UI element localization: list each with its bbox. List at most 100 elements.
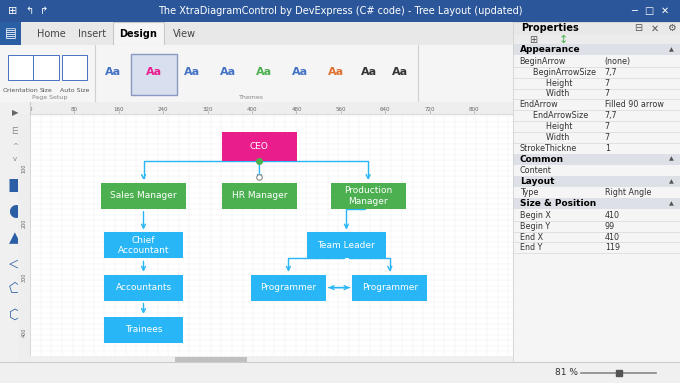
Text: Aa: Aa — [292, 67, 308, 77]
Text: Snap to items: Snap to items — [547, 55, 605, 64]
Text: Trainees: Trainees — [124, 325, 163, 334]
Text: Aa: Aa — [256, 67, 272, 77]
Text: (none): (none) — [605, 57, 631, 66]
Text: Height: Height — [537, 79, 573, 88]
Text: Team Leader: Team Leader — [318, 241, 375, 250]
Text: Insert: Insert — [78, 29, 106, 39]
Text: 100: 100 — [22, 164, 27, 173]
FancyBboxPatch shape — [0, 22, 20, 45]
Text: ☑: ☑ — [526, 67, 535, 77]
Text: 410: 410 — [605, 211, 620, 220]
FancyBboxPatch shape — [513, 154, 680, 165]
FancyBboxPatch shape — [513, 44, 680, 55]
FancyBboxPatch shape — [103, 232, 184, 259]
Text: Home: Home — [37, 29, 66, 39]
Text: ▲: ▲ — [669, 179, 674, 184]
Text: Aa: Aa — [392, 67, 408, 77]
Text: ↕: ↕ — [558, 35, 568, 45]
Text: Width: Width — [537, 90, 570, 98]
FancyBboxPatch shape — [513, 176, 680, 187]
Text: 7: 7 — [605, 122, 610, 131]
Text: Height: Height — [537, 122, 573, 131]
Text: ⊞: ⊞ — [8, 6, 18, 16]
Text: Aa: Aa — [146, 67, 162, 77]
Text: StrokeThickne: StrokeThickne — [520, 144, 577, 153]
Text: End Y: End Y — [520, 243, 542, 252]
Text: ✕: ✕ — [651, 23, 659, 33]
Text: The XtraDiagramControl by DevExpress (C# code) - Tree Layout (updated): The XtraDiagramControl by DevExpress (C#… — [158, 6, 522, 16]
Text: Programmer: Programmer — [260, 283, 316, 292]
Text: Auto Size: Auto Size — [60, 88, 89, 93]
Text: 400: 400 — [247, 107, 257, 112]
Text: 0: 0 — [29, 107, 32, 112]
Text: ⬡: ⬡ — [9, 308, 21, 322]
Text: 200: 200 — [22, 218, 27, 228]
Text: ⊞: ⊞ — [639, 56, 653, 74]
Text: Options: Options — [522, 94, 546, 99]
Text: 7: 7 — [605, 90, 610, 98]
Text: Begin Y: Begin Y — [520, 222, 550, 231]
Text: Aa: Aa — [105, 67, 121, 77]
FancyBboxPatch shape — [131, 54, 177, 95]
Text: 119: 119 — [605, 243, 620, 252]
Text: 99: 99 — [605, 222, 615, 231]
Text: 81 %: 81 % — [555, 368, 578, 377]
FancyBboxPatch shape — [113, 22, 164, 45]
Text: Begin X: Begin X — [520, 211, 551, 220]
Text: Width: Width — [537, 133, 570, 142]
FancyBboxPatch shape — [33, 55, 59, 80]
Text: Aa: Aa — [220, 67, 237, 77]
Text: ⚙: ⚙ — [667, 23, 676, 33]
Text: v: v — [13, 156, 17, 162]
FancyBboxPatch shape — [175, 357, 248, 365]
FancyBboxPatch shape — [103, 275, 184, 301]
Text: Type: Type — [520, 188, 538, 198]
Text: Right Angle: Right Angle — [605, 188, 651, 198]
Text: ⊞: ⊞ — [529, 35, 537, 45]
Text: Size: Size — [40, 88, 52, 93]
Text: 1: 1 — [605, 144, 610, 153]
Text: Aa: Aa — [328, 67, 344, 77]
Text: 400: 400 — [22, 327, 27, 337]
Text: ●: ● — [7, 202, 22, 220]
Text: Filled 90 arrow: Filled 90 arrow — [605, 100, 664, 109]
Text: Re-Layout
Page ▾: Re-Layout Page ▾ — [628, 80, 663, 93]
FancyBboxPatch shape — [307, 232, 386, 259]
Text: ↰: ↰ — [26, 6, 34, 16]
Text: Accountants: Accountants — [116, 283, 171, 292]
Text: ▤: ▤ — [4, 27, 16, 40]
Text: Content: Content — [520, 166, 551, 175]
Text: 7: 7 — [605, 133, 610, 142]
Text: Orientation: Orientation — [3, 88, 38, 93]
Text: ☑: ☑ — [526, 54, 535, 64]
Text: ◁: ◁ — [9, 256, 21, 271]
Text: End X: End X — [520, 232, 543, 242]
Text: ⊟: ⊟ — [11, 126, 19, 136]
Text: Sales Manager: Sales Manager — [110, 192, 177, 200]
Text: ⬠: ⬠ — [9, 282, 21, 296]
Text: Chief
Accountant: Chief Accountant — [118, 236, 169, 255]
Text: Production
Manager: Production Manager — [344, 186, 392, 206]
Text: 560: 560 — [336, 107, 346, 112]
Text: 800: 800 — [469, 107, 479, 112]
Text: HR Manager: HR Manager — [232, 192, 287, 200]
Text: Size & Position: Size & Position — [520, 199, 596, 208]
Text: ↱: ↱ — [39, 6, 48, 16]
FancyBboxPatch shape — [513, 35, 680, 46]
Text: ■: ■ — [7, 176, 23, 194]
Text: BeginArrow: BeginArrow — [520, 57, 566, 66]
Text: Design: Design — [120, 29, 158, 39]
Text: 640: 640 — [380, 107, 390, 112]
Text: 7: 7 — [605, 79, 610, 88]
FancyBboxPatch shape — [617, 52, 675, 95]
Text: 7,7: 7,7 — [605, 68, 617, 77]
Text: BeginArrowSize: BeginArrowSize — [528, 68, 596, 77]
Text: ▲: ▲ — [669, 47, 674, 52]
FancyBboxPatch shape — [222, 183, 297, 209]
Text: 160: 160 — [114, 107, 124, 112]
FancyBboxPatch shape — [513, 198, 680, 209]
Text: Programmer: Programmer — [362, 283, 418, 292]
FancyBboxPatch shape — [101, 183, 186, 209]
FancyBboxPatch shape — [222, 132, 297, 160]
Text: Page Setup: Page Setup — [32, 95, 67, 100]
